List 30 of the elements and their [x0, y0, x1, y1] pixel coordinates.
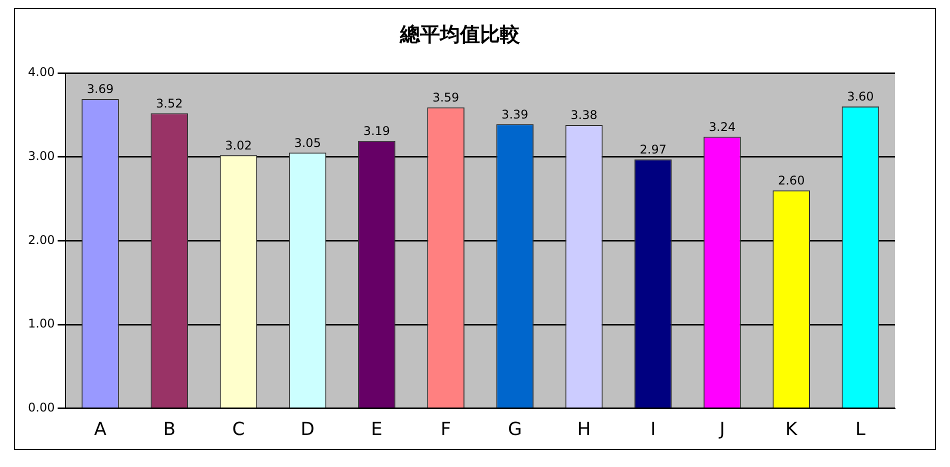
data-label: 3.05: [294, 136, 321, 150]
x-tick-label: B: [163, 418, 176, 440]
x-tick-label: E: [371, 418, 382, 440]
data-label: 3.19: [363, 124, 390, 138]
x-tick-label: D: [300, 418, 315, 440]
data-label: 3.24: [708, 120, 736, 134]
x-tick-label: K: [785, 418, 798, 440]
x-tick-label: A: [94, 418, 108, 440]
x-tick-label: C: [232, 418, 245, 440]
data-label: 3.39: [502, 107, 528, 122]
data-label: 2.97: [640, 142, 666, 156]
data-label: 3.60: [847, 90, 874, 104]
data-label: 2.60: [778, 174, 805, 188]
y-tick-label: 3.00: [28, 148, 55, 163]
x-tick-label: F: [440, 418, 451, 440]
x-tick-label: J: [718, 418, 725, 440]
x-tick-label: G: [508, 418, 522, 440]
data-label: 3.52: [156, 96, 183, 110]
y-tick-label: 2.00: [28, 232, 55, 247]
data-label: 3.69: [86, 82, 114, 96]
x-tick-label: H: [577, 418, 591, 440]
y-tick-label: 1.00: [28, 316, 55, 331]
data-label: 3.02: [225, 138, 252, 152]
y-tick-label: 0.00: [28, 400, 55, 415]
data-label: 3.38: [570, 108, 598, 122]
data-label: 3.59: [432, 90, 460, 105]
y-tick-label: 4.00: [28, 65, 55, 80]
chart-title: 總平均值比較: [399, 22, 521, 46]
x-tick-label: I: [650, 418, 656, 440]
x-tick-label: L: [855, 418, 866, 440]
